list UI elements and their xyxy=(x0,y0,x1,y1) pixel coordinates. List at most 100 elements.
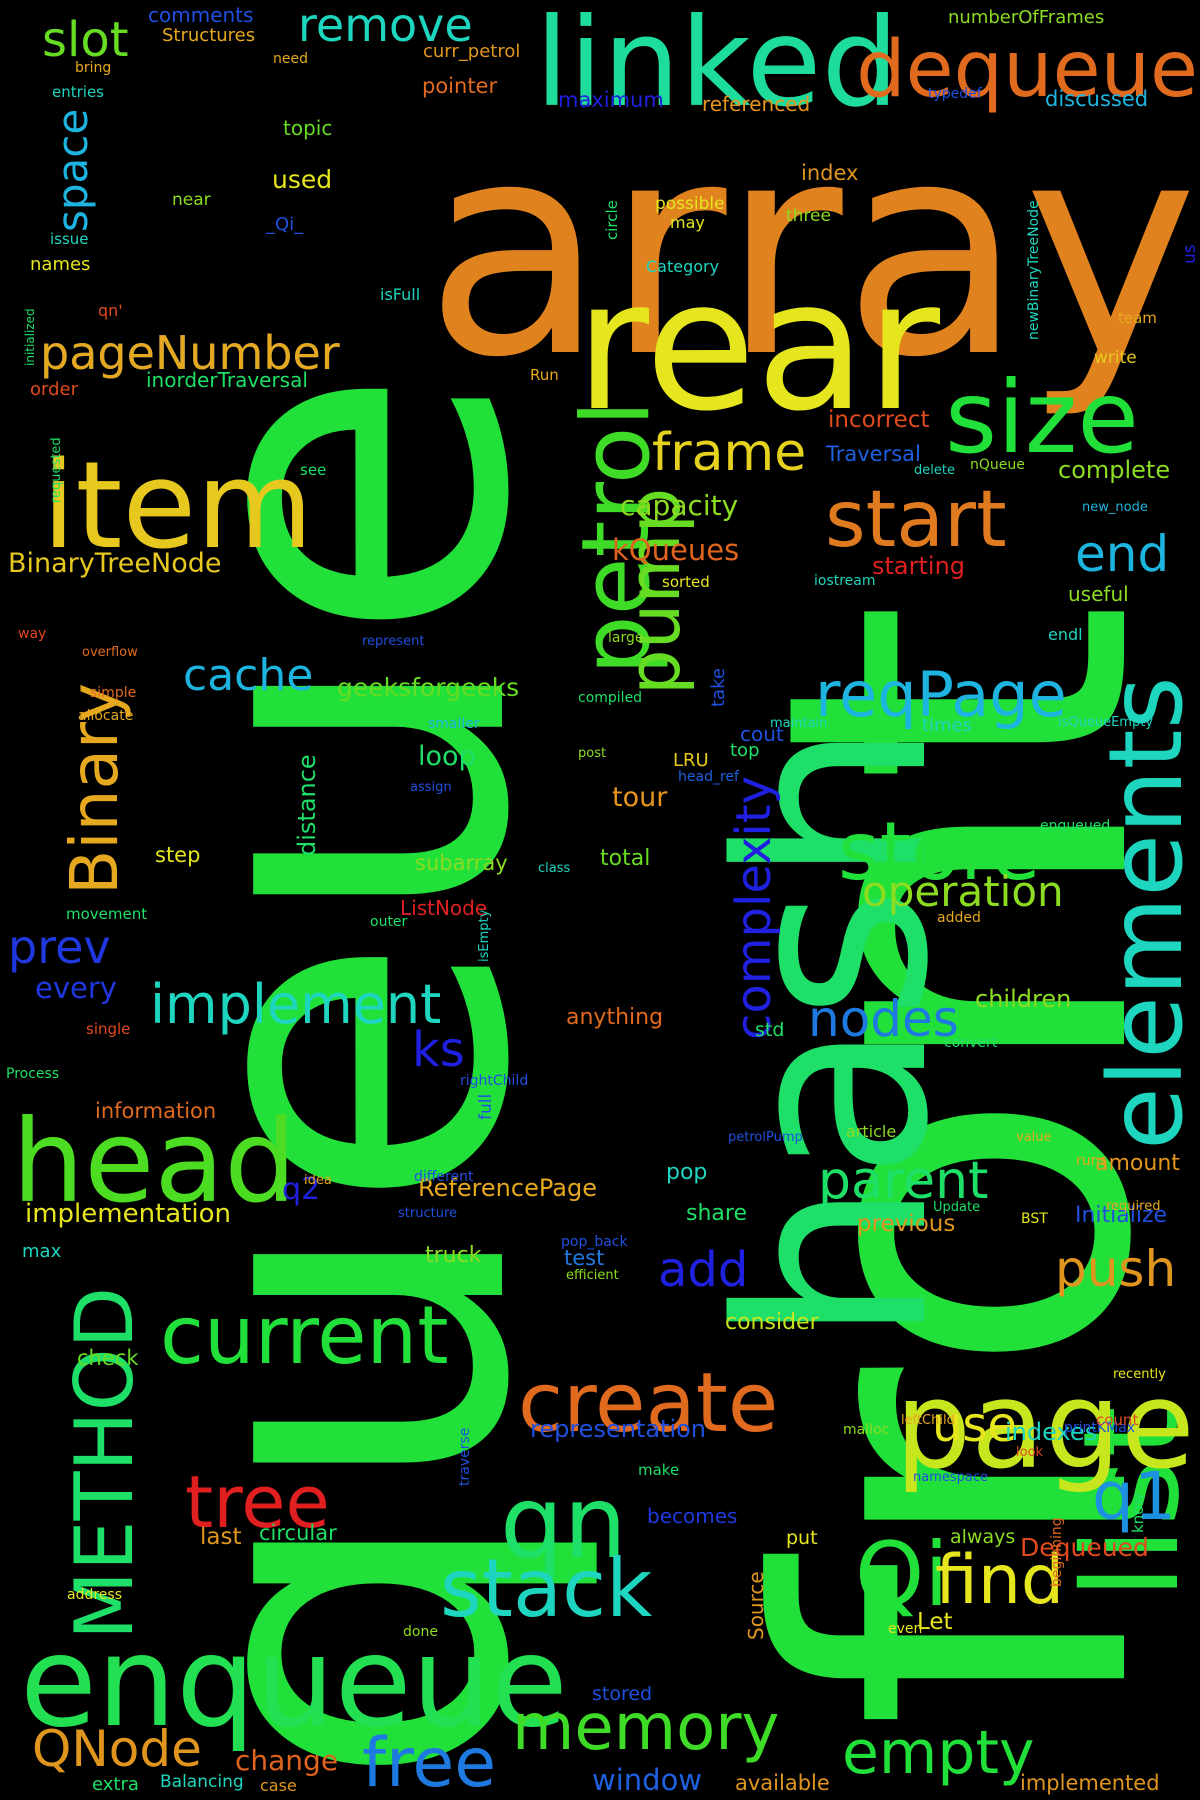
word-capacity: capacity xyxy=(620,489,739,523)
word-printkmax: printKMax xyxy=(1064,1419,1136,1436)
word-maintain: maintain xyxy=(770,716,828,732)
word-complexity: complexity xyxy=(726,776,782,1040)
word-referenced: referenced xyxy=(702,91,811,116)
word-available: available xyxy=(735,1770,830,1795)
word-implementation: implementation xyxy=(25,1198,232,1229)
word-allocate: allocate xyxy=(78,707,134,724)
word-test: test xyxy=(564,1245,605,1270)
word-step: step xyxy=(155,842,201,867)
word-discussed: discussed xyxy=(1045,86,1149,111)
word-qi: Qi xyxy=(855,1522,949,1626)
word-loop: loop xyxy=(418,740,476,772)
word-runs: runs xyxy=(1076,1152,1107,1169)
word-full-2: full xyxy=(476,1093,496,1120)
word-bst: BST xyxy=(1021,1210,1048,1227)
word-pagenumber: pageNumber xyxy=(40,326,340,381)
word-newbinarytreenode: newBinaryTreeNode xyxy=(1026,200,1042,340)
word-single: single xyxy=(86,1019,131,1038)
word-q2: q2 xyxy=(282,1172,321,1208)
word-value: value xyxy=(1016,1130,1052,1146)
word-let: Let xyxy=(917,1609,953,1636)
word-start: start xyxy=(825,475,1007,566)
word-index: index xyxy=(801,160,859,185)
word-times: times xyxy=(922,715,973,737)
word-space: space xyxy=(48,108,97,232)
word-qn: qn xyxy=(500,1464,627,1581)
word-children: children xyxy=(975,985,1072,1014)
word-isqueueempty: isQueueEmpty xyxy=(1058,715,1154,731)
word-pointer: pointer xyxy=(422,73,498,98)
word-rightchild: rightChild xyxy=(460,1072,529,1089)
word-delete: delete xyxy=(914,463,955,479)
word-stack: stack xyxy=(440,1542,653,1636)
word-us: us xyxy=(1180,244,1200,264)
word-empty: empty xyxy=(842,1717,1035,1788)
word-referencepage: ReferencePage xyxy=(418,1174,597,1203)
word-head-ref: head_ref xyxy=(678,768,739,785)
word-petrolpump: petrolPump xyxy=(728,1130,803,1146)
word-process: Process xyxy=(6,1065,60,1082)
word-beginning: beginning xyxy=(1049,1517,1065,1587)
word-pagenumber: pageNumber xyxy=(40,326,340,381)
word-initialize: Initialize xyxy=(1075,1202,1168,1228)
word-entries: entries xyxy=(52,82,104,101)
word-anything: anything xyxy=(566,1004,664,1030)
word-take: take xyxy=(708,668,729,707)
word-represent: represent xyxy=(362,634,425,650)
word-source: Source xyxy=(744,1571,768,1640)
word-count: count xyxy=(1096,1410,1139,1429)
word-current: current xyxy=(160,1289,449,1383)
word-isfull: isFull xyxy=(380,284,421,304)
word-consider: consider xyxy=(725,1309,819,1335)
word-traversal: Traversal xyxy=(826,441,921,466)
word-implemented: implemented xyxy=(1020,1770,1160,1795)
word-added: added xyxy=(937,909,981,926)
word-cout: cout xyxy=(740,721,784,746)
word-compiled: compiled xyxy=(578,689,643,706)
word-starting: starting xyxy=(872,552,966,581)
word-even: even xyxy=(888,1620,923,1637)
word-circle: circle xyxy=(603,200,621,240)
word-efficient: efficient xyxy=(566,1268,619,1284)
word-requested: requested xyxy=(49,437,64,503)
word--qi-: _Qi_ xyxy=(266,214,304,236)
word-geeksforgeeks: geeksforgeeks xyxy=(337,672,520,702)
word-bring: bring xyxy=(75,59,112,76)
word-write: write xyxy=(1094,348,1137,369)
word-representation: representation xyxy=(530,1415,707,1444)
word-incorrect: incorrect xyxy=(828,407,930,434)
word-run: Run xyxy=(530,365,559,384)
word-issue: issue xyxy=(50,229,89,248)
word-enqueued: enqueued xyxy=(1040,817,1111,834)
word-category: Category xyxy=(646,256,720,276)
word-memory: memory xyxy=(512,1690,780,1765)
word-reqpage: reqPage xyxy=(815,658,1067,732)
word-nodes: nodes xyxy=(808,990,959,1048)
word-amount: amount xyxy=(1095,1150,1180,1176)
word-overflow: overflow xyxy=(82,645,138,661)
word-extra: extra xyxy=(92,1774,139,1796)
word-store: store xyxy=(838,805,1041,899)
word-top: top xyxy=(730,740,760,762)
word-prev: prev xyxy=(8,920,111,975)
word-information: information xyxy=(95,1098,217,1123)
word-free: free xyxy=(362,1724,497,1800)
word-team: team xyxy=(1118,308,1157,327)
word-done: done xyxy=(403,1623,438,1640)
word-max: max xyxy=(22,1241,62,1263)
word-last: last xyxy=(200,1524,242,1551)
word-push: push xyxy=(1055,1240,1177,1298)
word-look: look xyxy=(1016,1445,1044,1461)
word-dequeued: Dequeued xyxy=(1020,1532,1149,1562)
word-cache: cache xyxy=(183,649,314,701)
word-indexes: indexes xyxy=(1005,1418,1098,1447)
word-tree: tree xyxy=(185,1459,330,1544)
word-three: three xyxy=(786,206,831,227)
word-distance: distance xyxy=(293,754,321,856)
word-smaller: smaller xyxy=(428,715,480,732)
word-traverse: traverse xyxy=(457,1427,473,1486)
word-way: way xyxy=(18,625,47,642)
word-case: case xyxy=(260,1775,297,1795)
word-near: near xyxy=(172,190,211,211)
word-subarray: subarray xyxy=(415,850,508,875)
